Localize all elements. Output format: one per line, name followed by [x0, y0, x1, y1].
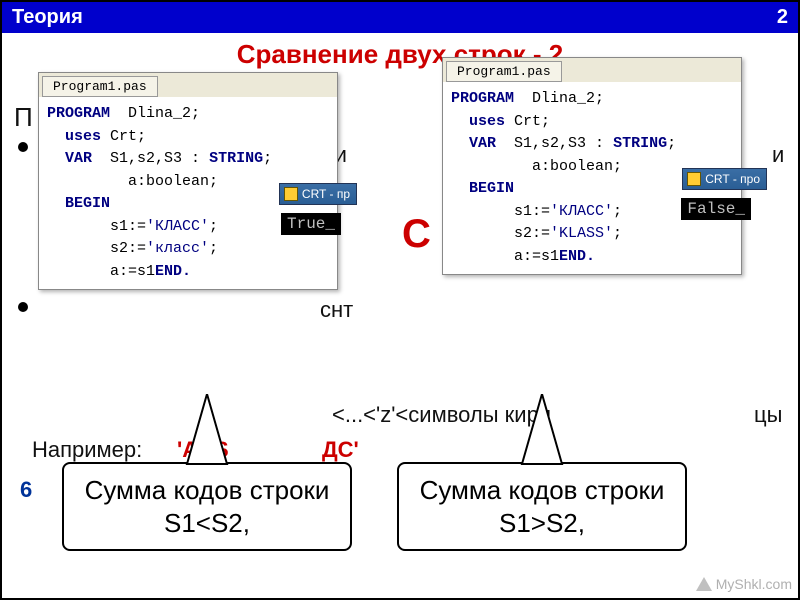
callout-pointer-icon: [177, 394, 237, 466]
callout-right: Сумма кодов строки S1>S2,: [397, 462, 687, 551]
bg-big-c: С: [402, 212, 431, 257]
top-bar: Теория 2: [2, 2, 798, 33]
crt-icon: [687, 172, 701, 186]
bullet: [18, 302, 28, 312]
callout-left: Сумма кодов строки S1<S2,: [62, 462, 352, 551]
watermark: MyShkl.com: [696, 576, 792, 592]
topbar-right: 2: [777, 6, 788, 29]
crt-label: CRT - про: [705, 172, 760, 186]
crt-badge-left[interactable]: CRT - пр: [279, 183, 357, 205]
bg-text: цы: [754, 402, 782, 428]
callout-pointer-icon: [512, 394, 572, 466]
output-right: False_: [681, 198, 751, 220]
bg-text: и: [772, 142, 784, 168]
callout-right-text: Сумма кодов строки S1>S2,: [420, 475, 665, 538]
bg-text: 6: [20, 477, 32, 503]
output-left: True_: [281, 213, 341, 235]
play-icon: [696, 577, 712, 591]
tab-left[interactable]: Program1.pas: [42, 76, 158, 97]
crt-label: CRT - пр: [302, 187, 350, 201]
code-window-right: Program1.pas PROGRAM Dlina_2; uses Crt; …: [442, 57, 742, 275]
topbar-left: Теория: [12, 6, 83, 29]
code-window-left: Program1.pas PROGRAM Dlina_2; uses Crt; …: [38, 72, 338, 290]
tab-right[interactable]: Program1.pas: [446, 61, 562, 82]
bullet: [18, 142, 28, 152]
callout-left-text: Сумма кодов строки S1<S2,: [85, 475, 330, 538]
crt-icon: [284, 187, 298, 201]
crt-badge-right[interactable]: CRT - про: [682, 168, 767, 190]
bg-text: ДС': [322, 437, 359, 463]
bg-text: П: [14, 102, 33, 133]
bg-text: снт: [320, 297, 353, 323]
bg-text: Например:: [32, 437, 142, 463]
watermark-text: MyShkl.com: [716, 576, 792, 592]
